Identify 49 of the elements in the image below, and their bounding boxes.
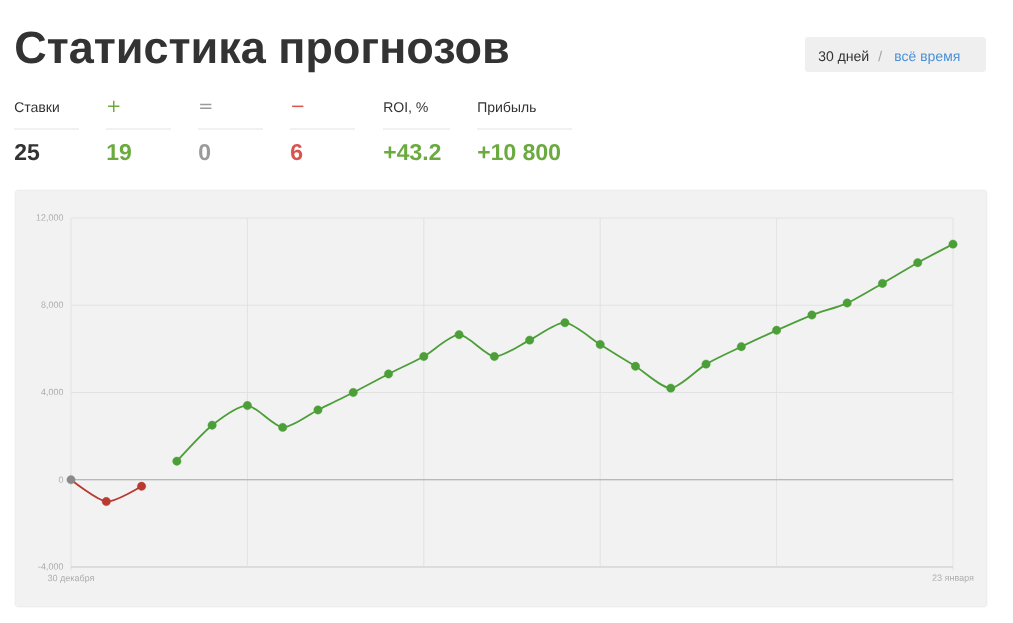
point bbox=[66, 475, 76, 485]
point bbox=[489, 352, 499, 361]
point bbox=[772, 325, 781, 335]
x-tick-label: 23 января bbox=[932, 574, 974, 583]
point bbox=[842, 298, 852, 308]
text: 30 дней bbox=[818, 50, 869, 64]
point bbox=[243, 401, 252, 410]
point bbox=[913, 258, 923, 268]
point bbox=[348, 388, 358, 397]
point bbox=[595, 340, 605, 349]
point bbox=[631, 361, 640, 371]
point bbox=[948, 239, 958, 249]
text: / bbox=[878, 50, 883, 62]
point bbox=[878, 279, 887, 288]
point bbox=[807, 310, 817, 320]
y-tick-label: 8,000 bbox=[41, 301, 64, 309]
point bbox=[736, 342, 746, 352]
text: + bbox=[108, 100, 120, 112]
text: +43.2 bbox=[384, 143, 441, 161]
point bbox=[560, 318, 570, 328]
point bbox=[313, 405, 323, 415]
y-tick-label: 12,000 bbox=[36, 214, 64, 222]
point bbox=[525, 335, 535, 345]
point bbox=[172, 456, 182, 466]
text: − bbox=[292, 105, 304, 108]
text: Ставки bbox=[14, 102, 59, 113]
text: Прибыль bbox=[478, 101, 536, 115]
text: ROI, % bbox=[384, 102, 428, 114]
text: +10 800 bbox=[478, 143, 561, 161]
text: 6 bbox=[291, 143, 303, 161]
point bbox=[701, 359, 711, 369]
point bbox=[419, 352, 429, 361]
point bbox=[454, 330, 464, 340]
text: 0 bbox=[199, 143, 211, 161]
y-tick-label: 0 bbox=[58, 476, 64, 483]
point bbox=[384, 369, 393, 379]
point bbox=[137, 481, 146, 491]
y-tick-label: 4,000 bbox=[41, 388, 64, 397]
x-tick-label: 30 декабря bbox=[47, 574, 94, 583]
point bbox=[101, 497, 111, 506]
chart-title: Статистика прогнозов bbox=[16, 31, 508, 73]
text: 25 bbox=[15, 143, 40, 161]
point bbox=[207, 420, 217, 430]
point bbox=[666, 383, 676, 393]
text: всё время bbox=[895, 51, 960, 64]
point bbox=[278, 422, 288, 432]
text: = bbox=[200, 103, 212, 109]
text: 19 bbox=[107, 143, 131, 161]
y-tick-label: -4,000 bbox=[38, 563, 64, 571]
